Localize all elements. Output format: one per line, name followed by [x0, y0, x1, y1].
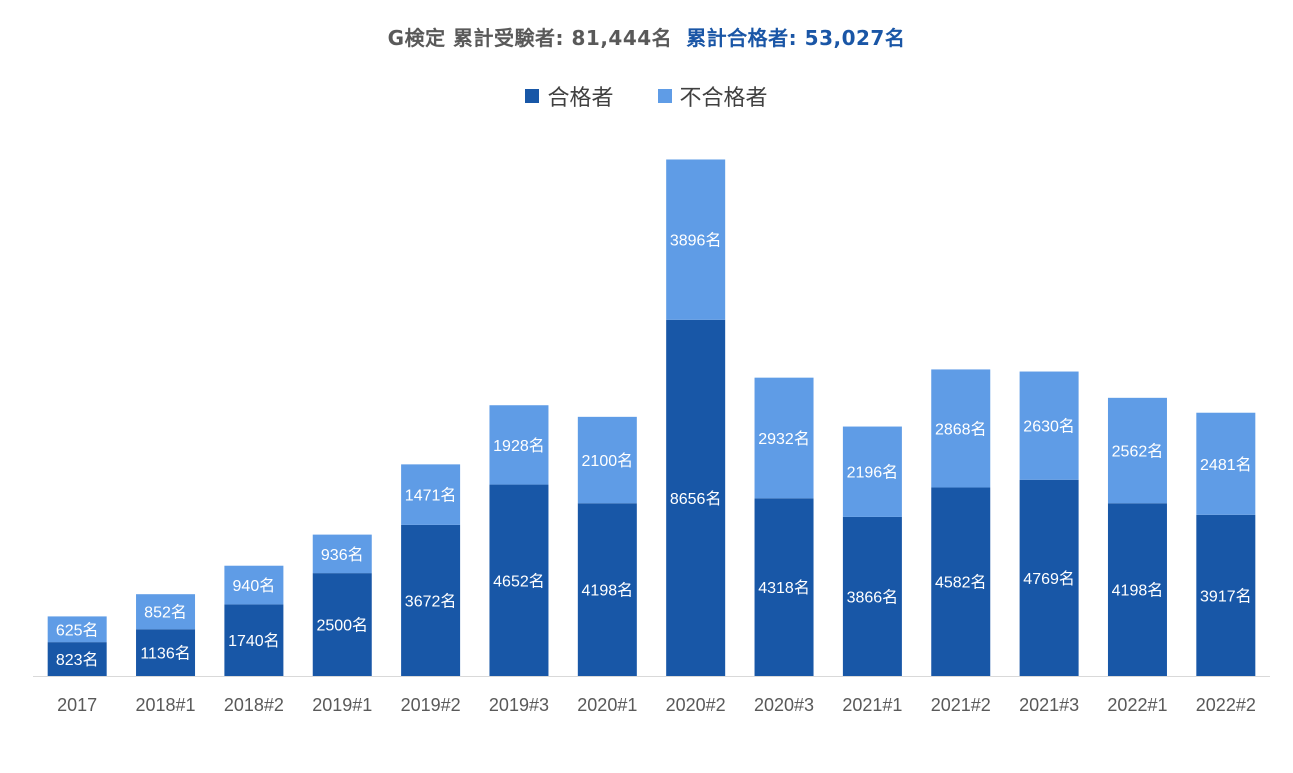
bar-pass-2021#3 — [1019, 479, 1079, 676]
data-label-pass-2019#2: 3672名 — [405, 592, 457, 610]
data-label-pass-2021#3: 4769名 — [1023, 570, 1075, 588]
x-tick-label-2021#1: 2021#1 — [842, 695, 902, 715]
bar-pass-2022#2 — [1196, 514, 1256, 676]
data-label-pass-2021#1: 3866名 — [847, 588, 899, 606]
bar-fail-2019#1 — [312, 534, 372, 574]
data-label-fail-2020#1: 2100名 — [582, 452, 634, 470]
bar-fail-2018#1 — [136, 594, 196, 630]
legend-swatch-fail — [657, 89, 672, 103]
data-label-pass-2018#1: 1136名 — [140, 645, 190, 663]
bar-pass-2020#2 — [666, 319, 726, 676]
bar-fail-2020#2 — [666, 159, 726, 320]
bar-fail-2020#1 — [577, 416, 637, 504]
bar-fail-2022#1 — [1107, 397, 1167, 504]
x-tick-label-2017: 2017 — [57, 695, 97, 715]
data-label-pass-2018#2: 1740名 — [228, 632, 280, 650]
legend-label-fail: 不合格者 — [679, 86, 768, 111]
chart-title-total-passers: 累計合格者: 53,027名 — [686, 26, 906, 50]
data-label-pass-2017: 823名 — [56, 651, 99, 669]
data-label-fail-2018#1: 852名 — [144, 604, 187, 622]
bar-fail-2019#2 — [401, 464, 461, 525]
x-tick-label-2019#1: 2019#1 — [312, 695, 372, 715]
data-label-fail-2017: 625名 — [56, 621, 99, 639]
data-label-fail-2019#3: 1928名 — [493, 437, 545, 455]
data-label-pass-2020#2: 8656名 — [670, 490, 722, 508]
bar-fail-2022#2 — [1196, 412, 1256, 515]
data-label-fail-2022#1: 2562名 — [1112, 443, 1164, 461]
x-tick-label-2020#2: 2020#2 — [666, 695, 726, 715]
bar-fail-2019#3 — [489, 405, 549, 485]
chart-title: G検定 累計受験者: 81,444名 累計合格者: 53,027名 — [0, 22, 1293, 51]
bar-pass-2019#2 — [401, 524, 461, 676]
data-label-fail-2022#2: 2481名 — [1200, 456, 1252, 474]
bar-pass-2020#1 — [577, 503, 637, 676]
bar-fail-2020#3 — [754, 377, 814, 499]
data-label-fail-2021#3: 2630名 — [1023, 418, 1075, 436]
bar-fail-2021#2 — [931, 369, 991, 488]
x-tick-label-2021#3: 2021#3 — [1019, 695, 1079, 715]
data-label-pass-2022#2: 3917名 — [1200, 587, 1252, 605]
bar-fail-2017 — [47, 616, 107, 643]
data-label-pass-2020#3: 4318名 — [758, 579, 810, 597]
data-label-pass-2022#1: 4198名 — [1112, 582, 1164, 600]
data-label-pass-2019#3: 4652名 — [493, 572, 545, 590]
data-label-fail-2019#2: 1471名 — [405, 487, 457, 505]
x-tick-label-2019#2: 2019#2 — [401, 695, 461, 715]
bar-pass-2019#3 — [489, 484, 549, 676]
bar-pass-2021#1 — [842, 516, 902, 676]
bar-pass-2019#1 — [312, 573, 372, 676]
legend-label-pass: 合格者 — [547, 86, 614, 111]
data-label-fail-2019#1: 936名 — [321, 546, 364, 564]
data-label-fail-2021#1: 2196名 — [847, 464, 899, 482]
data-label-pass-2021#2: 4582名 — [935, 574, 987, 592]
data-label-fail-2020#3: 2932名 — [758, 430, 810, 448]
bar-pass-2017 — [47, 642, 107, 676]
x-tick-label-2018#1: 2018#1 — [135, 695, 195, 715]
x-tick-label-2020#3: 2020#3 — [754, 695, 814, 715]
bar-pass-2020#3 — [754, 498, 814, 676]
legend-item-fail: 不合格者 — [657, 80, 768, 112]
data-label-pass-2019#1: 2500名 — [316, 617, 368, 635]
x-tick-label-2019#3: 2019#3 — [489, 695, 549, 715]
bar-pass-2022#1 — [1107, 503, 1167, 676]
bar-pass-2018#2 — [224, 604, 284, 676]
chart-title-total-examinees: G検定 累計受験者: 81,444名 — [387, 26, 673, 50]
x-tick-label-2020#1: 2020#1 — [577, 695, 637, 715]
bar-fail-2021#1 — [842, 426, 902, 517]
data-label-fail-2020#2: 3896名 — [670, 232, 722, 250]
bar-pass-2021#2 — [931, 487, 991, 676]
legend-swatch-pass — [525, 89, 540, 103]
bar-pass-2018#1 — [136, 629, 196, 676]
data-label-pass-2020#1: 4198名 — [582, 582, 634, 600]
x-tick-label-2022#2: 2022#2 — [1196, 695, 1256, 715]
chart-legend: 合格者 不合格者 — [0, 80, 1293, 112]
bar-fail-2018#2 — [224, 565, 284, 605]
bar-fail-2021#3 — [1019, 371, 1079, 480]
data-label-fail-2021#2: 2868名 — [935, 420, 987, 438]
legend-item-pass: 合格者 — [525, 80, 614, 112]
x-tick-label-2022#1: 2022#1 — [1107, 695, 1167, 715]
x-tick-label-2021#2: 2021#2 — [931, 695, 991, 715]
x-tick-label-2018#2: 2018#2 — [224, 695, 284, 715]
data-label-fail-2018#2: 940名 — [233, 577, 276, 595]
